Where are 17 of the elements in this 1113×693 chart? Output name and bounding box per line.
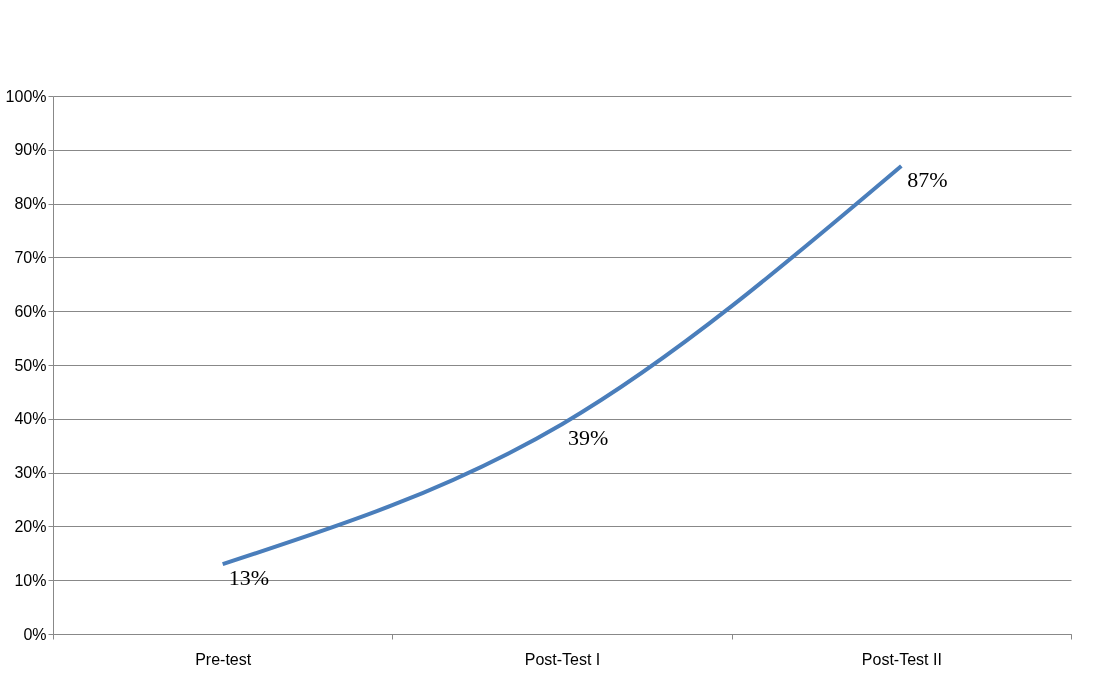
x-tick-label: Post-Test II xyxy=(861,650,942,668)
y-tick-label: 50% xyxy=(14,356,47,374)
y-tick-label: 80% xyxy=(14,195,47,213)
y-tick-label: 30% xyxy=(14,464,47,482)
y-tick-label: 70% xyxy=(14,248,47,266)
data-label: 13% xyxy=(228,565,269,591)
y-tick-label: 0% xyxy=(23,625,47,643)
y-tick-label: 20% xyxy=(14,517,47,535)
y-tick-label: 10% xyxy=(14,571,47,589)
data-label: 39% xyxy=(568,425,609,451)
y-tick-label: 90% xyxy=(14,141,47,159)
y-tick-label: 60% xyxy=(14,302,47,320)
y-tick-label: 100% xyxy=(5,87,47,105)
x-tick-label: Pre-test xyxy=(195,650,252,668)
y-tick-label: 40% xyxy=(14,410,47,428)
data-label: 87% xyxy=(907,166,948,192)
x-tick-label: Post-Test I xyxy=(524,650,601,668)
